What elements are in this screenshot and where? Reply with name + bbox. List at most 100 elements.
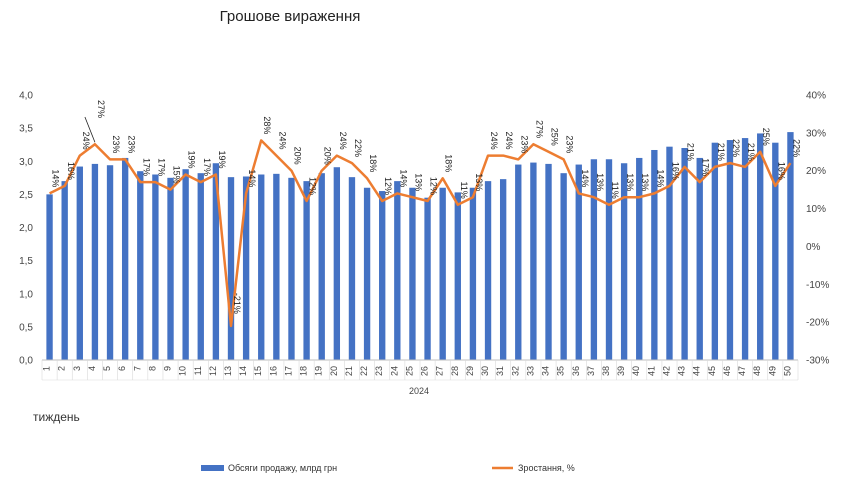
x-tick-label: 47 — [737, 366, 747, 376]
line-series — [49, 139, 792, 328]
bar — [106, 165, 114, 360]
growth-data-label: 22% — [731, 139, 741, 157]
bar — [696, 157, 703, 360]
growth-data-label: 23% — [111, 135, 121, 153]
growth-data-label: 18% — [368, 154, 378, 172]
x-tick-label: 21 — [344, 366, 354, 376]
left-tick-label: 1,5 — [19, 256, 33, 267]
growth-data-label: 27% — [534, 120, 544, 138]
x-tick-label: 19 — [314, 366, 324, 376]
left-tick-label: 4,0 — [19, 91, 33, 102]
bar — [318, 173, 325, 360]
x-tick-label: 6 — [117, 366, 127, 371]
bar — [787, 132, 794, 360]
growth-data-label: 13% — [640, 173, 650, 191]
bar — [363, 187, 371, 360]
bar — [76, 166, 83, 360]
left-y-axis: 0,0 0,5 1,0 1,5 2,0 2,5 3,0 3,5 4,0 — [19, 91, 33, 367]
growth-data-label: 19% — [217, 150, 227, 168]
legend: Обсяги продажу, млрд грн Зростання, % — [201, 463, 575, 473]
x-tick-label: 24 — [389, 366, 399, 376]
left-tick-label: 3,0 — [19, 157, 33, 168]
right-tick-label: 40% — [806, 91, 826, 102]
growth-data-label: 14% — [247, 169, 257, 187]
left-tick-label: 0,0 — [19, 356, 33, 367]
x-tick-label: 48 — [752, 366, 762, 376]
x-tick-label: 11 — [193, 366, 203, 375]
bar — [46, 194, 53, 360]
growth-data-label: 16% — [66, 162, 76, 180]
bar — [303, 181, 310, 360]
growth-data-label: 16% — [776, 162, 786, 180]
x-tick-label: 3 — [72, 366, 82, 371]
x-tick-label: 35 — [556, 366, 566, 376]
growth-data-label: 25% — [761, 128, 771, 146]
growth-data-label: 17% — [701, 158, 711, 176]
x-group-label: 2024 — [409, 386, 429, 396]
right-tick-label: 20% — [806, 166, 826, 177]
bar — [590, 159, 598, 360]
bar — [227, 177, 235, 360]
growth-data-label: 22% — [791, 139, 801, 157]
left-tick-label: 1,0 — [19, 289, 33, 300]
growth-data-label: 20% — [292, 147, 302, 165]
x-tick-label: 43 — [677, 366, 687, 376]
growth-data-label: 12% — [383, 177, 393, 195]
bar — [605, 159, 613, 360]
x-tick-label: 1 — [42, 366, 52, 371]
growth-data-label: 14% — [51, 169, 61, 187]
bar — [379, 191, 386, 360]
legend-line-label: Зростання, % — [518, 463, 575, 473]
legend-bar-swatch — [201, 465, 224, 471]
right-tick-label: 10% — [806, 204, 826, 215]
bar — [711, 142, 719, 360]
bar — [681, 148, 688, 360]
growth-data-label: 13% — [413, 173, 423, 191]
bar — [288, 177, 295, 360]
x-tick-label: 45 — [707, 366, 717, 376]
x-tick-label: 16 — [268, 366, 278, 376]
growth-data-label: 25% — [550, 128, 560, 146]
x-tick-label: 49 — [767, 366, 777, 376]
growth-data-label: 20% — [323, 147, 333, 165]
x-tick-label: 34 — [541, 366, 551, 376]
x-tick-label: 20 — [329, 366, 339, 376]
growth-data-label: 13% — [625, 173, 635, 191]
x-axis-side-label: тиждень — [33, 410, 80, 424]
bar — [545, 163, 552, 360]
growth-data-label: 14% — [398, 169, 408, 187]
x-tick-label: 29 — [465, 366, 475, 376]
growth-data-label: 24% — [277, 132, 287, 150]
bar — [620, 163, 628, 360]
x-tick-label: 10 — [178, 366, 188, 376]
growth-data-label: 24% — [338, 132, 348, 150]
x-tick-label: 42 — [662, 366, 672, 376]
bar — [197, 173, 204, 360]
bar — [212, 163, 220, 360]
right-tick-label: -10% — [806, 280, 829, 291]
growth-data-label: 21% — [686, 143, 696, 161]
x-tick-label: 2 — [57, 366, 67, 371]
x-tick-label: 41 — [646, 366, 656, 376]
growth-data-label: 16% — [671, 162, 681, 180]
right-tick-label: -30% — [806, 356, 829, 367]
bar — [757, 133, 764, 360]
growth-data-label: 15% — [171, 166, 181, 184]
growth-data-label: -21% — [232, 293, 242, 314]
bar — [152, 174, 159, 360]
bar — [409, 187, 416, 360]
growth-data-label: 23% — [519, 135, 529, 153]
x-tick-label: 28 — [450, 366, 460, 376]
bar — [499, 179, 507, 360]
x-tick-label: 26 — [420, 366, 430, 376]
bar — [651, 149, 658, 360]
growth-data-label: 27% — [96, 100, 106, 118]
x-tick-label: 37 — [586, 366, 596, 376]
right-y-axis: -30% -20% -10% 0% 10% 20% 30% 40% — [806, 91, 829, 367]
x-tick-label: 7 — [132, 366, 142, 371]
bar — [91, 163, 99, 360]
x-axis: 1 2 3 4 5 6 7 8 9 10 11 12 13 14 15 16 17 18 19 20 21 22 23 24 2… — [42, 359, 799, 381]
growth-data-label: 24% — [489, 132, 499, 150]
growth-data-label: 13% — [474, 173, 484, 191]
